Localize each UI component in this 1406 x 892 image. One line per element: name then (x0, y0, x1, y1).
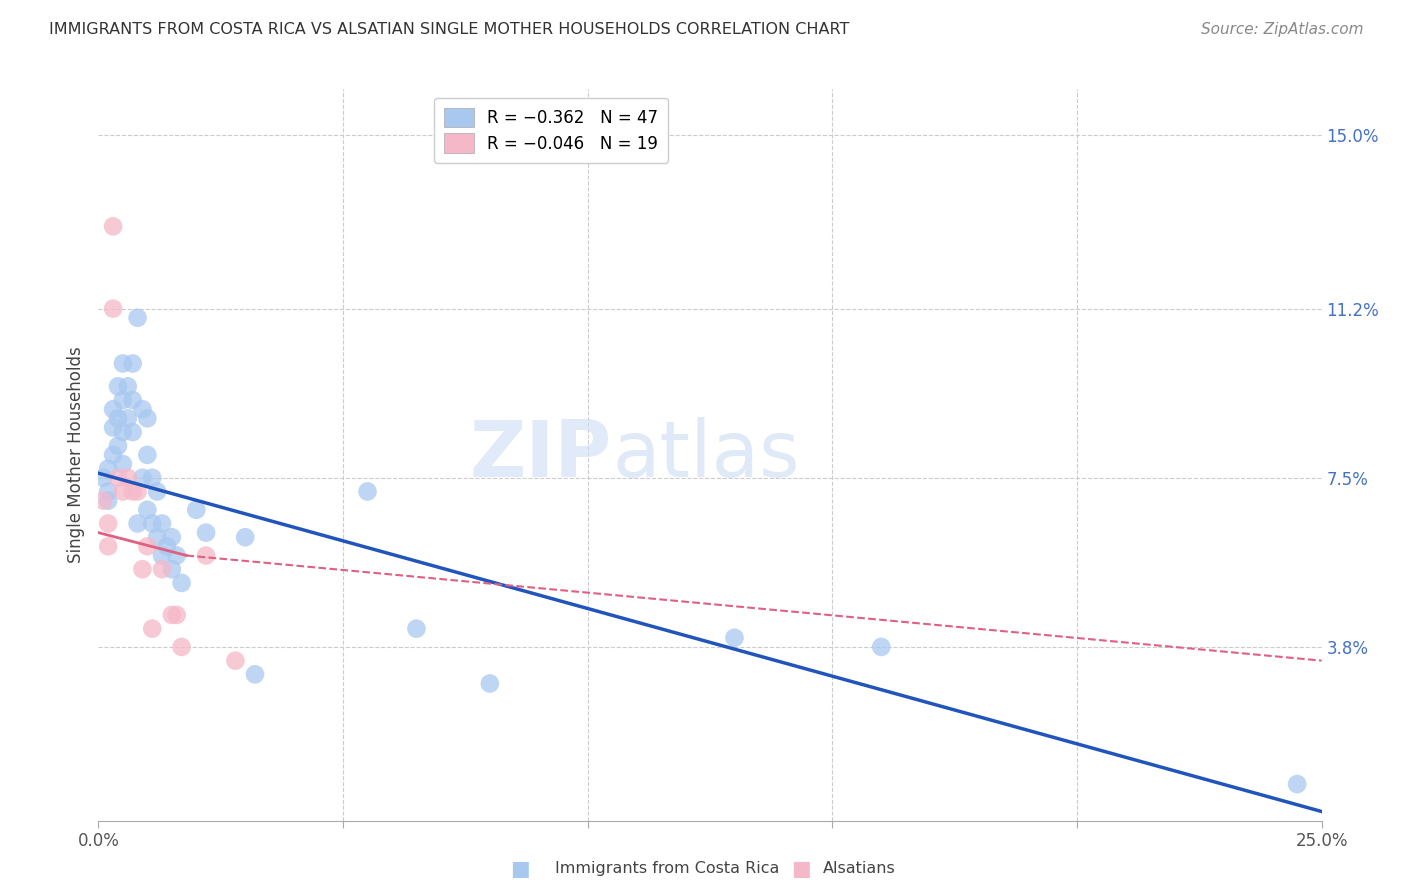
Point (97, 484, 120, 499)
Point (101, 402, 124, 417)
Point (146, 484, 169, 499)
Point (107, 411, 129, 425)
Text: Alsatians: Alsatians (823, 862, 896, 876)
Point (107, 379, 129, 393)
Point (101, 219, 124, 234)
Point (107, 471, 129, 485)
Point (150, 549, 173, 563)
Point (156, 539, 179, 553)
Point (150, 516, 173, 531)
Point (233, 530, 256, 544)
Point (97, 516, 120, 531)
Point (121, 392, 143, 407)
Point (150, 562, 173, 576)
Point (170, 640, 193, 654)
Text: ■: ■ (510, 859, 530, 879)
Text: Source: ZipAtlas.com: Source: ZipAtlas.com (1201, 22, 1364, 37)
Point (91, 493, 114, 508)
Point (97, 493, 120, 508)
Point (405, 622, 427, 636)
Point (131, 471, 153, 485)
Point (101, 301, 124, 316)
Point (136, 448, 159, 462)
Point (141, 471, 163, 485)
Point (870, 640, 893, 654)
Text: ZIP: ZIP (470, 417, 612, 493)
Point (141, 622, 163, 636)
Point (111, 392, 134, 407)
Point (186, 502, 208, 516)
Point (166, 549, 188, 563)
Point (127, 516, 149, 531)
Point (136, 539, 159, 553)
Text: atlas: atlas (612, 417, 800, 493)
Point (170, 576, 193, 591)
Point (131, 562, 153, 576)
Point (224, 654, 246, 668)
Point (111, 457, 134, 471)
Text: ■: ■ (792, 859, 811, 879)
Point (195, 549, 218, 563)
Point (131, 402, 153, 417)
Point (101, 448, 124, 462)
Point (166, 607, 188, 622)
Point (111, 425, 134, 439)
Point (91, 471, 114, 485)
Point (121, 425, 143, 439)
Point (97, 539, 120, 553)
Point (146, 530, 169, 544)
Point (97, 461, 120, 475)
Point (101, 420, 124, 434)
Text: Immigrants from Costa Rica: Immigrants from Costa Rica (555, 862, 780, 876)
Text: IMMIGRANTS FROM COSTA RICA VS ALSATIAN SINGLE MOTHER HOUSEHOLDS CORRELATION CHAR: IMMIGRANTS FROM COSTA RICA VS ALSATIAN S… (49, 22, 849, 37)
Point (160, 607, 183, 622)
Point (160, 530, 183, 544)
Point (107, 439, 129, 453)
Point (356, 484, 378, 499)
Point (121, 484, 143, 499)
Point (111, 484, 134, 499)
Point (160, 562, 183, 576)
Point (117, 471, 139, 485)
Point (243, 667, 266, 681)
Point (141, 516, 163, 531)
Point (117, 411, 139, 425)
Point (723, 631, 745, 645)
Point (111, 356, 134, 371)
Y-axis label: Single Mother Households: Single Mother Households (67, 347, 86, 563)
Point (121, 356, 143, 371)
Point (127, 310, 149, 325)
Point (478, 676, 501, 690)
Legend: R = −0.362   N = 47, R = −0.046   N = 19: R = −0.362 N = 47, R = −0.046 N = 19 (434, 97, 668, 162)
Point (1286, 777, 1309, 791)
Point (117, 379, 139, 393)
Point (195, 525, 218, 540)
Point (127, 484, 149, 499)
Point (136, 411, 159, 425)
Point (136, 502, 159, 516)
